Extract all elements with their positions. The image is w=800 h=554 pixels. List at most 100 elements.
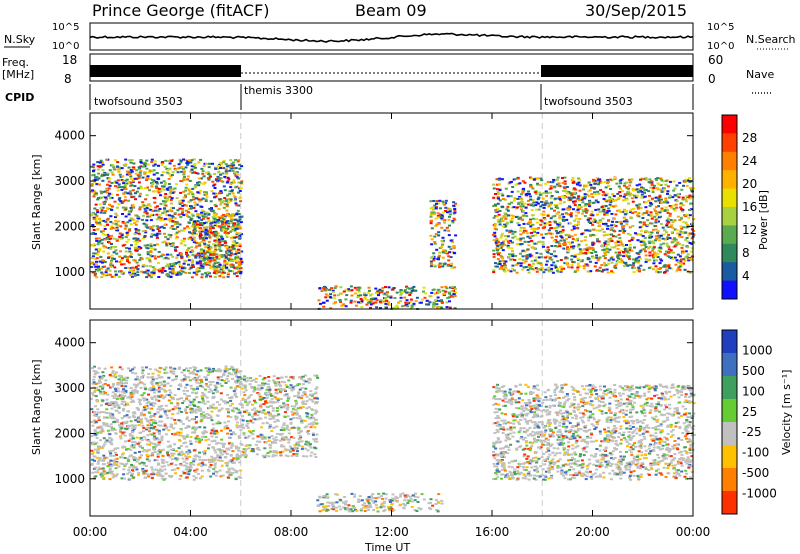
data-cell bbox=[131, 270, 135, 273]
data-cell bbox=[175, 458, 179, 461]
data-cell bbox=[115, 226, 119, 229]
data-cell bbox=[682, 258, 686, 260]
data-cell bbox=[554, 229, 558, 232]
data-cell bbox=[213, 203, 217, 206]
data-cell bbox=[232, 368, 235, 371]
data-cell bbox=[658, 211, 662, 214]
data-cell bbox=[652, 256, 656, 259]
data-cell bbox=[202, 463, 206, 466]
data-cell bbox=[218, 248, 222, 251]
data-cell bbox=[615, 221, 619, 223]
data-cell bbox=[192, 460, 196, 463]
data-cell bbox=[100, 192, 103, 195]
data-cell bbox=[164, 412, 167, 415]
data-cell bbox=[184, 194, 187, 197]
data-cell bbox=[149, 226, 153, 229]
data-cell bbox=[204, 198, 208, 201]
data-cell bbox=[550, 253, 553, 256]
data-cell bbox=[622, 208, 626, 211]
data-cell bbox=[208, 388, 212, 391]
data-cell bbox=[136, 274, 140, 276]
data-cell bbox=[598, 256, 602, 259]
data-cell bbox=[192, 158, 196, 161]
data-cell bbox=[641, 235, 645, 237]
data-cell bbox=[236, 224, 240, 227]
data-cell bbox=[322, 305, 326, 308]
data-cell bbox=[90, 453, 94, 456]
data-cell bbox=[116, 229, 120, 232]
data-cell bbox=[223, 421, 227, 424]
data-cell bbox=[191, 171, 195, 174]
data-cell bbox=[169, 462, 173, 465]
data-cell bbox=[448, 306, 452, 309]
data-cell bbox=[163, 217, 167, 220]
data-cell bbox=[654, 239, 657, 242]
data-cell bbox=[678, 219, 682, 221]
data-cell bbox=[541, 227, 545, 230]
data-cell bbox=[189, 199, 193, 202]
data-cell bbox=[366, 291, 370, 294]
data-cell bbox=[654, 200, 658, 203]
data-cell bbox=[172, 207, 175, 210]
data-cell bbox=[680, 217, 683, 220]
data-cell bbox=[451, 221, 455, 224]
data-cell bbox=[153, 389, 157, 392]
data-cell bbox=[406, 286, 409, 289]
data-cell bbox=[177, 213, 181, 216]
data-cell bbox=[125, 247, 129, 249]
data-cell bbox=[648, 254, 652, 257]
data-cell bbox=[591, 243, 595, 246]
data-cell bbox=[572, 187, 576, 190]
data-cell bbox=[144, 223, 148, 226]
data-cell bbox=[235, 447, 238, 450]
data-cell bbox=[201, 265, 205, 268]
data-cell bbox=[154, 422, 158, 425]
data-cell bbox=[210, 231, 214, 234]
data-cell bbox=[110, 259, 113, 262]
data-cell bbox=[501, 232, 504, 235]
data-cell bbox=[494, 204, 498, 207]
data-cell bbox=[236, 227, 240, 230]
data-cell bbox=[541, 204, 545, 207]
data-cell bbox=[545, 191, 549, 194]
data-cell bbox=[110, 470, 114, 473]
data-cell bbox=[671, 238, 675, 241]
data-cell bbox=[640, 244, 644, 247]
data-cell bbox=[622, 231, 626, 234]
data-cell bbox=[233, 172, 236, 175]
data-cell bbox=[665, 209, 669, 212]
data-cell bbox=[429, 262, 433, 265]
data-cell bbox=[100, 276, 104, 279]
data-cell bbox=[179, 272, 183, 275]
data-cell bbox=[236, 209, 240, 212]
data-cell bbox=[141, 409, 145, 412]
data-cell bbox=[587, 217, 591, 220]
data-cell bbox=[453, 252, 457, 255]
data-cell bbox=[194, 166, 197, 169]
data-cell bbox=[138, 441, 142, 444]
data-cell bbox=[209, 267, 213, 269]
data-cell bbox=[676, 261, 680, 264]
data-cell bbox=[440, 286, 444, 289]
data-cell bbox=[169, 384, 173, 387]
data-cell bbox=[527, 193, 531, 196]
data-cell bbox=[188, 231, 191, 234]
data-cell bbox=[609, 188, 613, 190]
data-cell bbox=[174, 457, 178, 460]
data-cell bbox=[521, 255, 525, 258]
data-cell bbox=[614, 266, 618, 269]
data-cell bbox=[610, 256, 614, 259]
data-cell bbox=[232, 179, 236, 182]
data-cell bbox=[238, 243, 242, 246]
data-cell bbox=[196, 172, 200, 175]
data-cell bbox=[447, 229, 451, 232]
data-cell bbox=[91, 212, 95, 215]
data-cell bbox=[97, 165, 101, 168]
data-cell bbox=[492, 239, 496, 242]
data-cell bbox=[672, 204, 676, 207]
data-cell bbox=[233, 196, 237, 199]
data-cell bbox=[444, 206, 448, 209]
data-cell bbox=[109, 412, 113, 415]
data-cell bbox=[119, 270, 123, 273]
data-cell bbox=[527, 203, 531, 206]
